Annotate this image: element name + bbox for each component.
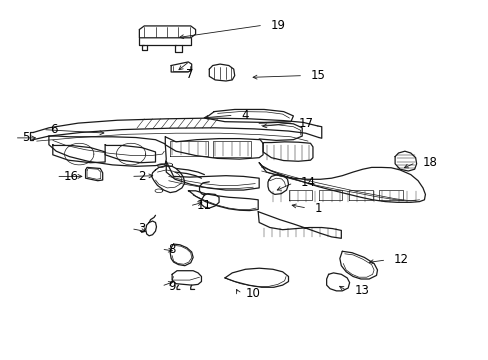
Text: 14: 14 bbox=[300, 176, 315, 189]
Text: 11: 11 bbox=[197, 199, 212, 212]
Text: 6: 6 bbox=[50, 123, 58, 136]
Text: 17: 17 bbox=[298, 117, 313, 130]
Text: 4: 4 bbox=[241, 109, 248, 122]
Text: 18: 18 bbox=[422, 156, 437, 169]
Text: 8: 8 bbox=[168, 243, 176, 256]
Text: 15: 15 bbox=[310, 69, 325, 82]
Text: 1: 1 bbox=[314, 202, 321, 215]
Text: 9: 9 bbox=[168, 280, 176, 293]
Text: 12: 12 bbox=[393, 253, 408, 266]
Text: 7: 7 bbox=[185, 68, 193, 81]
Text: 3: 3 bbox=[138, 222, 145, 235]
Text: 13: 13 bbox=[354, 284, 368, 297]
Text: 10: 10 bbox=[245, 287, 260, 300]
Text: 5: 5 bbox=[22, 131, 29, 144]
Text: 2: 2 bbox=[138, 170, 145, 183]
Text: 19: 19 bbox=[270, 19, 285, 32]
Text: 16: 16 bbox=[63, 170, 79, 183]
